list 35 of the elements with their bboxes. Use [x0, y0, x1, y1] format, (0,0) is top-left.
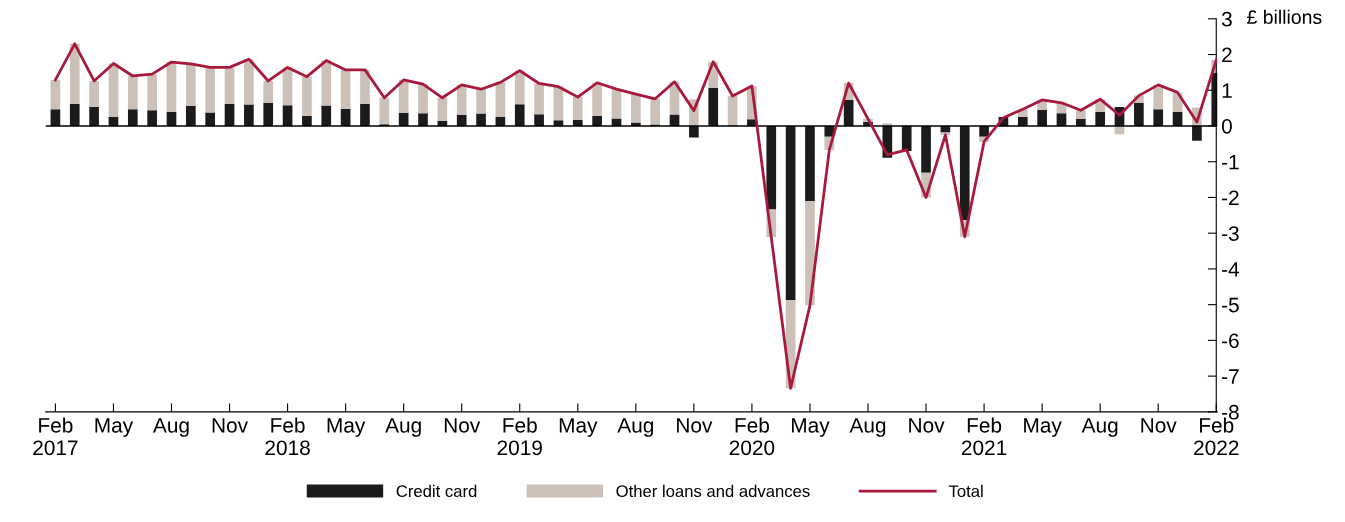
- y-axis-title: £ billions: [1247, 9, 1322, 25]
- x-tick-label: Aug: [617, 418, 654, 437]
- x-tick-label: Feb 2019: [497, 417, 542, 456]
- y-tick-label: -1: [1222, 154, 1239, 170]
- legend-label: Credit card: [396, 484, 477, 498]
- x-tick-label: Feb 2017: [33, 417, 78, 456]
- x-tick-label: Nov: [212, 418, 248, 433]
- y-tick-label: -2: [1222, 190, 1239, 206]
- y-tick-label: 0: [1221, 118, 1232, 134]
- x-tick-label: Aug: [153, 418, 189, 437]
- x-tick-label: May: [95, 418, 134, 437]
- x-tick-label: Nov: [677, 418, 713, 433]
- y-tick-label: -5: [1222, 297, 1239, 313]
- y-tick-label: -6: [1222, 333, 1239, 349]
- y-tick-label: 3: [1221, 11, 1232, 27]
- x-tick-label: May: [791, 418, 830, 437]
- x-tick-label: Nov: [909, 418, 945, 433]
- x-tick-label: Feb 2021: [961, 417, 1007, 456]
- x-tick-label: Aug: [849, 418, 886, 437]
- x-tick-label: Nov: [1141, 418, 1177, 433]
- x-tick-label: Aug: [385, 418, 421, 437]
- y-tick-label: -4: [1222, 262, 1240, 277]
- y-tick-label: 1: [1222, 83, 1232, 98]
- y-tick-label: 2: [1222, 47, 1232, 63]
- legend-label: Total: [948, 484, 983, 498]
- y-tick-label: -7: [1222, 369, 1239, 384]
- x-tick-label: Feb 2018: [265, 417, 310, 456]
- x-tick-label: Aug: [1081, 418, 1118, 437]
- x-tick-label: May: [1024, 418, 1062, 437]
- x-tick-label: Nov: [444, 418, 481, 433]
- y-tick-label: -3: [1222, 226, 1239, 241]
- legend-label: Other loans and advances: [616, 484, 810, 498]
- x-tick-label: Feb 2020: [729, 417, 775, 456]
- x-tick-label: May: [559, 418, 598, 437]
- x-tick-label: May: [327, 418, 366, 437]
